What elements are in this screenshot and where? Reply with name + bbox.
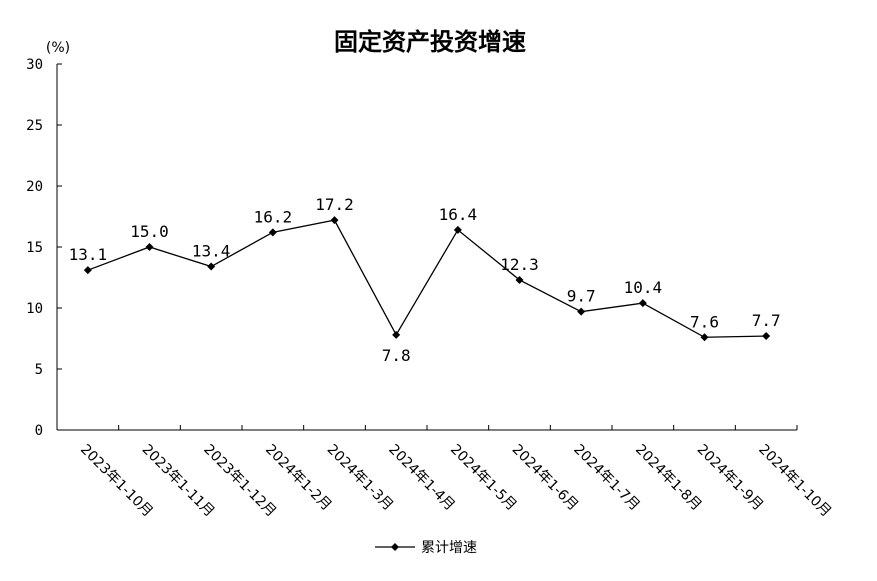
data-point-marker (453, 225, 462, 234)
data-point-marker (762, 332, 771, 341)
y-tick-label: 15 (26, 240, 43, 256)
y-tick-label: 20 (26, 179, 43, 195)
y-tick-label: 30 (26, 57, 43, 73)
y-axis: 0 5 10 15 20 25 30 (26, 57, 62, 439)
data-point-marker (700, 333, 709, 342)
data-label: 15.0 (130, 222, 169, 241)
x-tick-label: 2024年1-10月 (755, 442, 834, 521)
data-label: 12.3 (500, 255, 539, 274)
data-label: 16.4 (439, 205, 478, 224)
series-layer: 13.1 15.0 13.4 16.2 17.2 7.8 16.4 12.3 9.7 10.4 7.… (69, 195, 781, 365)
data-point-marker (145, 243, 154, 251)
chart-title: 固定资产投资增速 (334, 28, 526, 56)
y-tick-label: 25 (26, 118, 43, 134)
data-label: 17.2 (315, 195, 354, 214)
data-point-marker (83, 266, 92, 275)
x-axis: 2023年1-10月2023年1-11月2023年1-12月2024年1-2月2… (56, 425, 834, 521)
data-label: 10.4 (624, 278, 663, 297)
y-tick-label: 10 (26, 301, 43, 317)
legend: 累计增速 (375, 540, 477, 556)
data-label: 7.8 (382, 346, 411, 365)
data-point-marker (268, 228, 277, 237)
data-label: 13.4 (192, 242, 231, 261)
data-label: 16.2 (254, 207, 293, 226)
data-point-marker (515, 275, 524, 284)
data-point-marker (392, 330, 401, 339)
data-label: 7.7 (752, 311, 781, 330)
legend-marker (391, 543, 399, 551)
data-point-marker (638, 299, 647, 308)
y-tick-label: 5 (35, 362, 43, 378)
series-line (87, 219, 767, 338)
legend-label: 累计增速 (421, 540, 477, 556)
data-point-marker (577, 307, 586, 316)
data-label: 13.1 (69, 245, 108, 264)
data-label: 7.6 (690, 312, 719, 331)
data-point-marker (330, 216, 339, 225)
data-point-marker (207, 262, 216, 271)
y-tick-label: 0 (35, 423, 43, 439)
data-label: 9.7 (567, 287, 596, 306)
y-axis-unit-label: (%) (46, 40, 70, 56)
